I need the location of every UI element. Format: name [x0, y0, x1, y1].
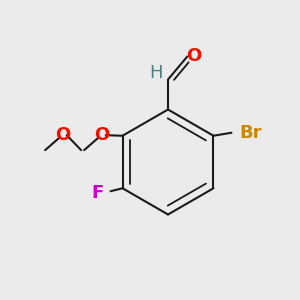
Text: O: O: [94, 126, 110, 144]
Text: Br: Br: [239, 124, 262, 142]
Text: H: H: [150, 64, 163, 82]
Text: O: O: [186, 47, 202, 65]
Text: F: F: [92, 184, 104, 202]
Text: O: O: [56, 126, 71, 144]
